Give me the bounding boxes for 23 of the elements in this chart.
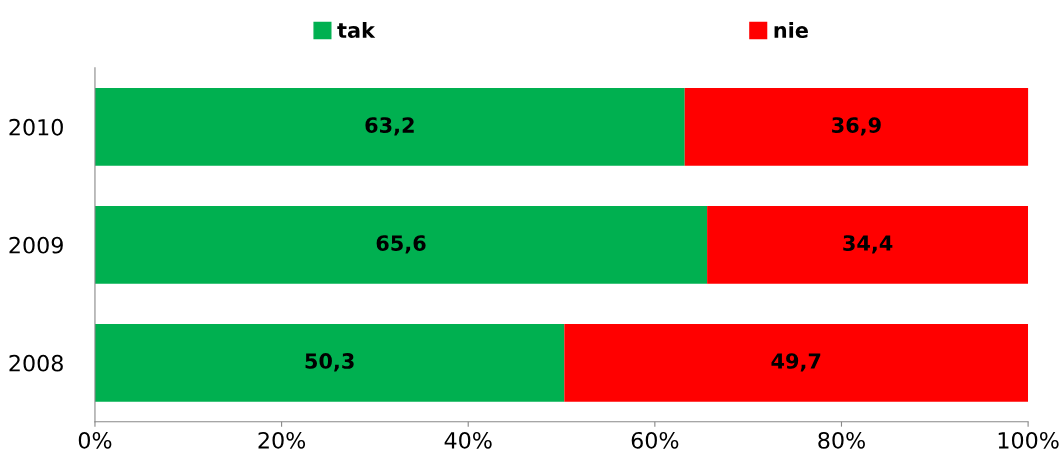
x-tick-label: 60% (631, 431, 679, 449)
bar (94, 205, 708, 284)
y-tick-label: 2008 (9, 354, 63, 372)
x-tick-label: 80% (818, 431, 865, 449)
data-label: 36,9 (832, 117, 881, 136)
y-tick-label: 2010 (9, 118, 63, 136)
data-label: 65,6 (376, 235, 426, 254)
y-tick-label: 2009 (9, 236, 63, 254)
data-label: 50,3 (305, 353, 354, 372)
bar (564, 323, 1029, 402)
x-tick-label: 20% (258, 431, 306, 449)
x-tick-label: 100% (998, 431, 1059, 449)
data-label: 49,7 (771, 353, 821, 372)
data-label: 63,2 (365, 117, 414, 136)
data-label: 34,4 (843, 235, 893, 254)
x-tick-label: 0% (78, 431, 112, 449)
legend-label: nie (774, 21, 808, 39)
legend-label: tak (337, 21, 376, 39)
bar (707, 205, 1029, 284)
bar (94, 323, 565, 402)
x-tick-label: 40% (444, 431, 492, 449)
bar (684, 87, 1029, 166)
bar (94, 87, 685, 166)
